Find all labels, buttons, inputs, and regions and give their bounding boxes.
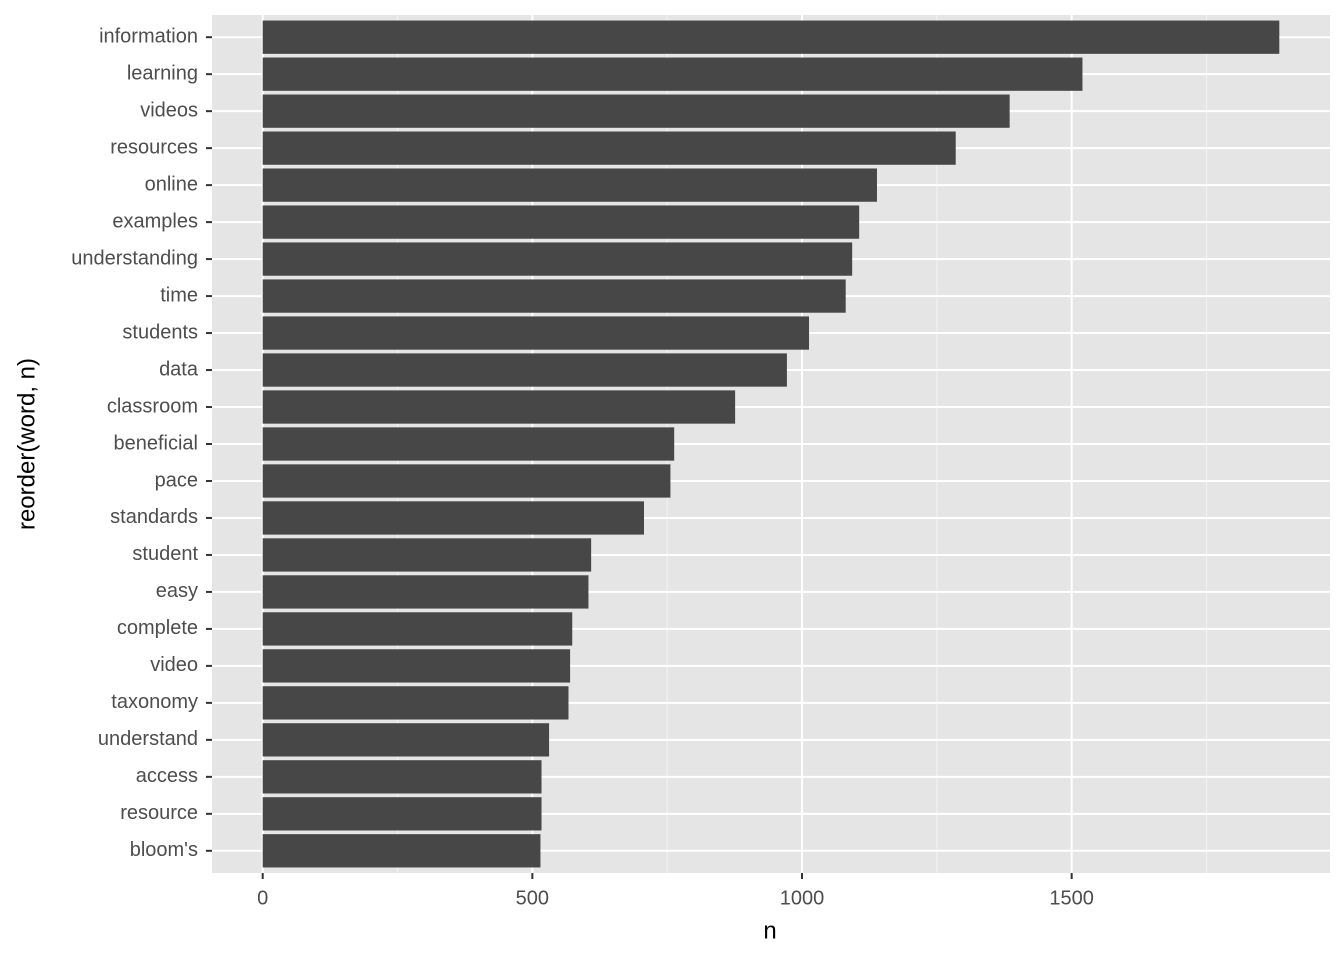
y-tick-label: taxonomy — [111, 691, 198, 713]
bar — [262, 612, 573, 646]
bar — [262, 538, 592, 572]
bar — [262, 760, 542, 794]
bar — [262, 94, 1010, 128]
bar — [262, 390, 736, 424]
y-tick-label: resources — [110, 136, 198, 158]
y-tick-label: resource — [120, 802, 198, 824]
bar — [262, 723, 550, 757]
y-tick-label: beneficial — [113, 432, 198, 454]
x-axis-title: n — [763, 917, 776, 944]
x-tick-label: 0 — [257, 887, 268, 909]
y-tick-label: complete — [117, 617, 198, 639]
y-tick-label: students — [122, 321, 198, 343]
bar — [262, 834, 541, 868]
y-tick-label: pace — [155, 469, 198, 491]
bar — [262, 279, 846, 313]
y-tick-label: understand — [98, 728, 198, 750]
bar — [262, 316, 810, 350]
bar — [262, 464, 671, 498]
y-tick-label: learning — [127, 62, 198, 84]
bar — [262, 797, 542, 831]
x-tick-label: 1000 — [780, 887, 825, 909]
bar — [262, 427, 675, 461]
bar — [262, 168, 877, 202]
y-axis-title: reorder(word, n) — [13, 358, 40, 530]
y-tick-label: access — [136, 765, 198, 787]
bar — [262, 686, 569, 720]
y-tick-label: videos — [140, 99, 198, 121]
y-tick-label: standards — [110, 506, 198, 528]
bar — [262, 57, 1083, 91]
bar — [262, 131, 956, 165]
y-tick-label: student — [132, 543, 198, 565]
y-tick-label: time — [160, 284, 198, 306]
x-tick-label: 500 — [516, 887, 549, 909]
x-tick-label: 1500 — [1049, 887, 1094, 909]
y-tick-label: data — [159, 358, 199, 380]
bar — [262, 501, 644, 535]
y-tick-label: understanding — [71, 247, 198, 269]
bar — [262, 353, 787, 387]
bar — [262, 20, 1280, 54]
bar — [262, 205, 860, 239]
y-tick-label: information — [99, 25, 198, 47]
y-tick-label: easy — [156, 580, 198, 602]
y-tick-label: classroom — [107, 395, 198, 417]
y-tick-label: examples — [112, 210, 198, 232]
bar — [262, 575, 589, 609]
bar — [262, 649, 571, 683]
y-tick-label: video — [150, 654, 198, 676]
bar — [262, 242, 853, 276]
y-tick-label: online — [145, 173, 198, 195]
y-tick-label: bloom's — [130, 839, 198, 861]
